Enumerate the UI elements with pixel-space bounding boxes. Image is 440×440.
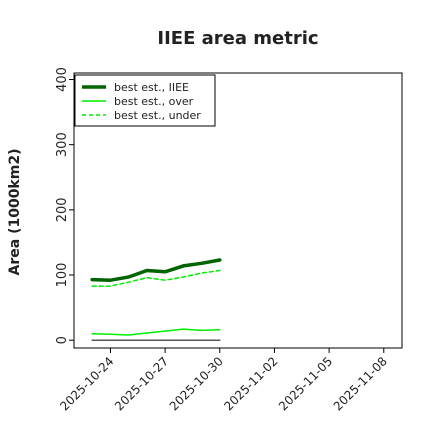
x-tick-label: 2025-10-24 <box>57 354 116 413</box>
legend-label-under: best est., under <box>114 109 201 122</box>
x-tick-label: 2025-11-08 <box>331 354 390 413</box>
chart-title: IIEE area metric <box>157 28 318 49</box>
y-tick-label: 0 <box>55 336 70 344</box>
y-tick-label: 200 <box>55 197 70 222</box>
x-tick-label: 2025-11-02 <box>221 354 280 413</box>
x-tick-label: 2025-11-05 <box>276 354 335 413</box>
legend-label-over: best est., over <box>114 95 194 108</box>
x-tick-label: 2025-10-27 <box>112 354 171 413</box>
x-tick-label: 2025-10-30 <box>167 354 226 413</box>
legend-label-iiee: best est., IIEE <box>114 81 189 94</box>
y-tick-label: 400 <box>55 67 70 92</box>
series-line-1 <box>91 328 221 336</box>
series-line-0 <box>90 258 222 282</box>
legend: best est., IIEE best est., over best est… <box>74 74 216 127</box>
y-ticks: 0 100 200 300 400 <box>55 67 74 344</box>
y-axis-label: Area (1000km2) <box>7 149 23 276</box>
y-tick-label: 100 <box>55 263 70 288</box>
y-tick-label: 300 <box>55 132 70 157</box>
plot-frame <box>73 72 403 349</box>
x-ticks: 2025-10-242025-10-272025-10-302025-11-02… <box>57 348 390 413</box>
series-line-2 <box>91 269 221 287</box>
series-lines <box>90 258 222 341</box>
